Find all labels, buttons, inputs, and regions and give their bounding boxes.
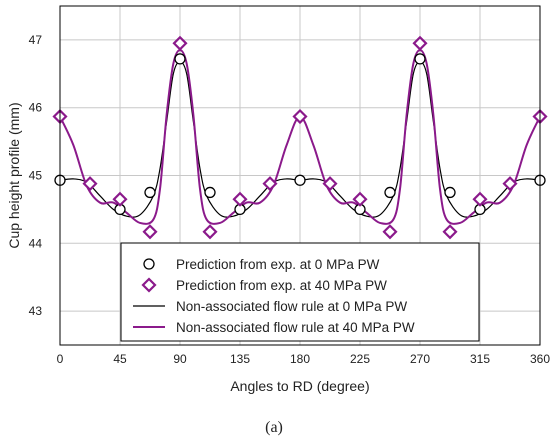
data-point-1 bbox=[112, 191, 128, 207]
x-tick-label: 180 bbox=[290, 352, 310, 366]
legend-label: Non-associated flow rule at 0 MPa PW bbox=[176, 299, 407, 314]
data-point-1 bbox=[172, 35, 188, 51]
x-tick-label: 270 bbox=[410, 352, 430, 366]
x-tick-label: 315 bbox=[470, 352, 490, 366]
data-point-1 bbox=[292, 108, 308, 125]
legend-box bbox=[120, 242, 480, 342]
data-point-1 bbox=[442, 224, 458, 240]
data-point-0 bbox=[174, 53, 186, 65]
data-point-1 bbox=[352, 191, 368, 207]
data-point-0 bbox=[144, 186, 156, 199]
legend-marker bbox=[141, 277, 157, 293]
y-tick-label: 47 bbox=[29, 33, 43, 47]
data-point-1 bbox=[202, 224, 218, 240]
series-markers bbox=[52, 35, 548, 240]
data-point-1 bbox=[382, 224, 398, 240]
y-tick-label: 44 bbox=[29, 236, 43, 250]
data-point-0 bbox=[384, 186, 396, 199]
data-point-0 bbox=[414, 53, 426, 65]
x-axis-title: Angles to RD (degree) bbox=[230, 378, 369, 394]
x-tick-label: 135 bbox=[230, 352, 250, 366]
data-point-1 bbox=[472, 191, 488, 207]
data-point-1 bbox=[82, 176, 98, 192]
legend: Prediction from exp. at 0 MPa PW Predicti… bbox=[120, 242, 480, 342]
legend-label: Non-associated flow rule at 40 MPa PW bbox=[176, 320, 415, 335]
y-tick-label: 43 bbox=[29, 304, 43, 318]
legend-label: Prediction from exp. at 40 MPa PW bbox=[176, 278, 387, 293]
figure-caption: (a) bbox=[265, 419, 283, 436]
x-tick-label: 0 bbox=[57, 352, 64, 366]
data-point-0 bbox=[444, 186, 456, 199]
data-point-1 bbox=[142, 224, 158, 240]
y-tick-label: 46 bbox=[29, 101, 43, 115]
y-axis-ticks: 43 44 45 46 47 bbox=[29, 33, 43, 318]
plot-frame bbox=[59, 5, 541, 346]
data-point-1 bbox=[232, 191, 248, 207]
y-axis-title: Cup height profile (mm) bbox=[6, 102, 22, 248]
x-axis-ticks: 0 45 90 135 180 225 270 315 360 bbox=[57, 352, 550, 366]
x-tick-label: 360 bbox=[530, 352, 550, 366]
x-tick-label: 225 bbox=[350, 352, 370, 366]
legend-marker bbox=[143, 258, 155, 270]
x-tick-label: 90 bbox=[173, 352, 187, 366]
data-point-0 bbox=[204, 186, 216, 199]
data-point-0 bbox=[294, 174, 306, 186]
x-tick-label: 45 bbox=[113, 352, 127, 366]
legend-label: Prediction from exp. at 0 MPa PW bbox=[176, 257, 380, 272]
y-tick-label: 45 bbox=[29, 169, 43, 183]
data-point-1 bbox=[502, 176, 518, 192]
data-point-1 bbox=[322, 176, 338, 192]
data-point-1 bbox=[262, 176, 278, 192]
data-point-1 bbox=[412, 35, 428, 51]
